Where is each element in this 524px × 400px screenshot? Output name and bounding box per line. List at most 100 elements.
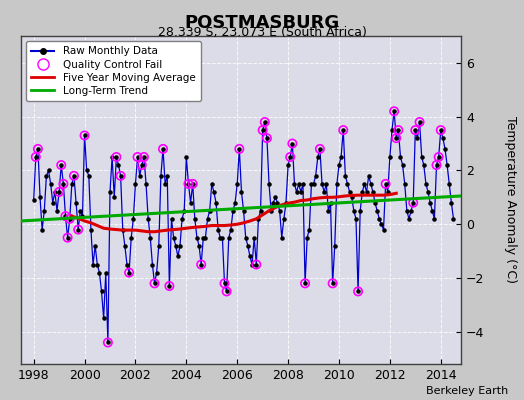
Point xyxy=(138,162,146,168)
Point xyxy=(169,234,178,241)
Point xyxy=(390,108,398,114)
Point xyxy=(193,234,201,241)
Point xyxy=(428,208,436,214)
Point xyxy=(394,127,402,133)
Point xyxy=(339,127,347,133)
Point xyxy=(80,132,89,139)
Point xyxy=(363,189,371,195)
Point xyxy=(150,280,159,286)
Point xyxy=(82,167,91,174)
Point xyxy=(205,208,214,214)
Point xyxy=(159,146,167,152)
Point xyxy=(386,154,394,160)
Point xyxy=(201,234,210,241)
Point xyxy=(159,146,167,152)
Point xyxy=(434,154,443,160)
Point xyxy=(301,280,309,286)
Point xyxy=(216,234,224,241)
Point xyxy=(324,208,333,214)
Point xyxy=(339,127,347,133)
Point xyxy=(416,119,424,125)
Point xyxy=(244,242,252,249)
Point xyxy=(311,173,320,179)
Point xyxy=(269,200,278,206)
Point xyxy=(379,226,388,233)
Point xyxy=(127,234,135,241)
Point xyxy=(138,162,146,168)
Point xyxy=(157,173,165,179)
Point xyxy=(256,208,265,214)
Point xyxy=(424,189,432,195)
Point xyxy=(284,162,292,168)
Point xyxy=(189,181,197,187)
Point xyxy=(155,242,163,249)
Point xyxy=(51,189,59,195)
Point xyxy=(68,181,76,187)
Point xyxy=(445,181,453,187)
Point xyxy=(29,197,38,203)
Point xyxy=(165,283,173,289)
Point xyxy=(74,226,82,233)
Point xyxy=(407,208,415,214)
Point xyxy=(97,288,106,295)
Point xyxy=(354,288,362,295)
Point xyxy=(246,253,254,260)
Point xyxy=(112,154,121,160)
Point xyxy=(61,213,70,219)
Point xyxy=(53,208,61,214)
Point xyxy=(152,269,161,276)
Point xyxy=(189,181,197,187)
Point xyxy=(136,173,144,179)
Point xyxy=(297,189,305,195)
Point xyxy=(350,208,358,214)
Point xyxy=(173,253,182,260)
Point xyxy=(367,181,375,187)
Point xyxy=(87,226,95,233)
Point xyxy=(222,288,231,295)
Point xyxy=(61,213,70,219)
Point xyxy=(432,162,441,168)
Point xyxy=(95,269,104,276)
Point xyxy=(42,173,51,179)
Point xyxy=(443,162,451,168)
Point xyxy=(345,189,354,195)
Point xyxy=(118,226,127,233)
Point xyxy=(252,261,260,268)
Point xyxy=(150,280,159,286)
Point xyxy=(140,154,148,160)
Point xyxy=(276,208,284,214)
Point xyxy=(161,181,169,187)
Point xyxy=(375,216,384,222)
Point xyxy=(235,146,244,152)
Point xyxy=(34,146,42,152)
Point xyxy=(252,261,260,268)
Point xyxy=(301,280,309,286)
Point xyxy=(352,216,360,222)
Point xyxy=(63,234,72,241)
Point xyxy=(57,162,66,168)
Point xyxy=(254,216,263,222)
Point xyxy=(400,181,409,187)
Point xyxy=(182,154,191,160)
Point xyxy=(447,200,455,206)
Point xyxy=(430,216,439,222)
Point xyxy=(356,208,364,214)
Point xyxy=(38,226,46,233)
Point xyxy=(148,261,157,268)
Point xyxy=(142,181,150,187)
Text: 28.339 S, 23.073 E (South Africa): 28.339 S, 23.073 E (South Africa) xyxy=(158,26,366,39)
Point xyxy=(411,127,420,133)
Point xyxy=(31,154,40,160)
Point xyxy=(66,216,74,222)
Point xyxy=(294,181,303,187)
Point xyxy=(449,216,457,222)
Point xyxy=(398,162,407,168)
Legend: Raw Monthly Data, Quality Control Fail, Five Year Moving Average, Long-Term Tren: Raw Monthly Data, Quality Control Fail, … xyxy=(26,41,201,101)
Point xyxy=(108,154,116,160)
Point xyxy=(354,288,362,295)
Point xyxy=(309,181,318,187)
Point xyxy=(165,283,173,289)
Point xyxy=(290,181,299,187)
Point xyxy=(121,242,129,249)
Point xyxy=(432,162,441,168)
